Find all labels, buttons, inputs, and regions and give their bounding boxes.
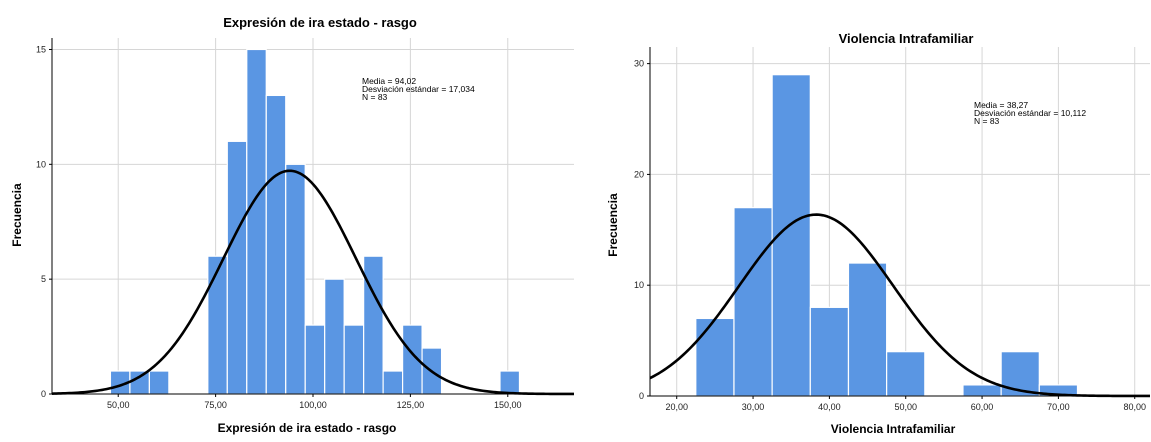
histogram-bar [246, 48, 267, 395]
histogram-bar [343, 324, 365, 395]
stat-n: N = 83 [974, 116, 1000, 126]
histogram-bar [886, 351, 926, 397]
x-tick-label: 100,00 [299, 400, 327, 410]
x-tick-label: 75,00 [204, 400, 227, 410]
y-tick-label: 30 [634, 59, 644, 69]
y-axis-label: Frecuencia [10, 183, 24, 247]
histogram-bar [847, 262, 888, 397]
normal-curve [649, 213, 1150, 398]
histogram-bar [285, 163, 306, 395]
y-axis-label: Frecuencia [606, 193, 620, 257]
chart-title: Expresión de ira estado - rasgo [223, 15, 417, 30]
histogram-violencia-intrafamiliar-svg: Violencia Intrafamiliar 20,00 30,00 40,00 5… [606, 31, 1150, 436]
histogram-expresion-ira: Expresión de ira estado - rasgo 50,00 75,… [0, 0, 580, 437]
histogram-bar [962, 384, 1002, 397]
y-tick-label: 10 [634, 280, 644, 290]
x-tick-label: 20,00 [665, 402, 688, 412]
stat-n: N = 83 [362, 92, 388, 102]
x-tick-labels: 50,00 75,00 100,00 125,00 150,00 [107, 394, 522, 410]
histogram-bar [324, 278, 345, 395]
x-tick-label: 150,00 [494, 400, 522, 410]
histogram-bar [771, 74, 811, 397]
y-tick-label: 5 [41, 274, 46, 284]
histogram-bar [148, 370, 170, 395]
histogram-bar [265, 94, 287, 395]
x-tick-label: 40,00 [818, 402, 841, 412]
histogram-bar [304, 324, 326, 395]
y-tick-label: 0 [639, 391, 644, 401]
histogram-bar [363, 255, 384, 395]
x-tick-labels: 20,00 30,00 40,00 50,00 60,00 70,00 80,00 [665, 396, 1146, 412]
stat-mean: Media = 38,27 [974, 100, 1028, 110]
normal-curve [51, 169, 575, 396]
x-tick-label: 80,00 [1123, 402, 1146, 412]
histogram-bars [109, 48, 521, 395]
histogram-bar [499, 370, 521, 395]
x-tick-label: 60,00 [971, 402, 994, 412]
stat-sd: Desviación estándar = 10,112 [974, 108, 1086, 118]
histogram-violencia-intrafamiliar: Violencia Intrafamiliar 20,00 30,00 40,00 5… [590, 0, 1151, 437]
axes [649, 47, 1150, 397]
histogram-bar [207, 255, 228, 395]
x-tick-label: 30,00 [742, 402, 765, 412]
y-tick-label: 20 [634, 169, 644, 179]
stat-mean: Media = 94,02 [362, 76, 416, 86]
chart-title: Violencia Intrafamiliar [839, 31, 974, 46]
stat-sd: Desviación estándar = 17,034 [362, 84, 475, 94]
y-tick-label: 15 [36, 44, 46, 54]
histogram-expresion-ira-svg: Expresión de ira estado - rasgo 50,00 75,… [10, 15, 575, 435]
histogram-bars [695, 74, 1079, 397]
normal-curve-group [649, 213, 1150, 398]
histogram-bar [695, 317, 735, 397]
histogram-bar [733, 207, 773, 397]
normal-curve-group [51, 169, 575, 396]
y-tick-label: 10 [36, 159, 46, 169]
x-axis-label: Expresión de ira estado - rasgo [218, 421, 397, 435]
x-tick-label: 50,00 [107, 400, 130, 410]
grid-lines [52, 38, 574, 394]
histogram-bar [382, 370, 404, 395]
histogram-bar [129, 370, 150, 395]
x-tick-label: 50,00 [894, 402, 917, 412]
y-tick-labels: 0 10 20 30 [634, 59, 650, 401]
histogram-bar [809, 306, 850, 397]
x-tick-label: 70,00 [1047, 402, 1070, 412]
y-tick-labels: 0 5 10 15 [36, 44, 52, 399]
x-axis-label: Violencia Intrafamiliar [831, 422, 956, 436]
histogram-bar [226, 140, 248, 395]
x-tick-label: 125,00 [397, 400, 425, 410]
y-tick-label: 0 [41, 389, 46, 399]
